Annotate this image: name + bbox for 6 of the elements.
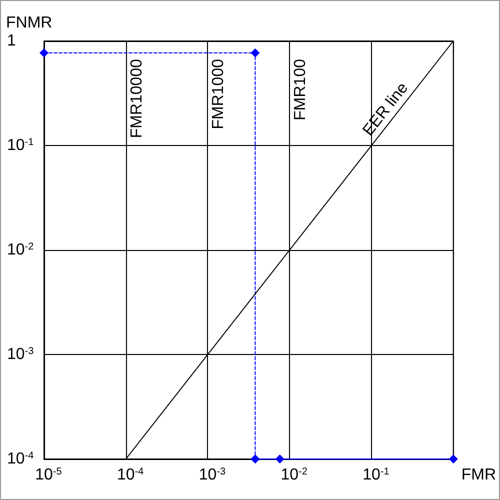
y-axis-title: FNMR [6,14,52,32]
ref-line-label: FMR1000 [210,58,228,130]
ref-line-label: FMR10000 [128,58,146,138]
y-tick-label: 1 [7,32,16,50]
x-axis-title: FMR [461,466,496,484]
ref-line-label: FMR100 [292,58,310,120]
